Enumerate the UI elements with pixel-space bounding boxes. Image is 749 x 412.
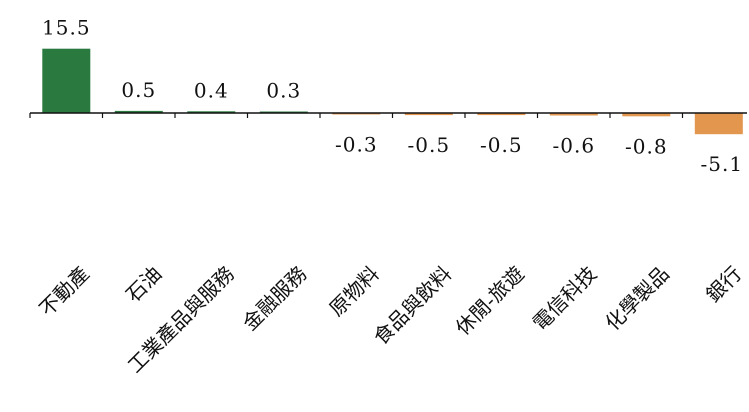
data-label: -0.5: [480, 133, 523, 157]
x-tick-label: 銀行: [701, 262, 746, 307]
x-tick-label: 電信科技: [528, 262, 602, 336]
x-tick-label: 食品與飲料: [369, 262, 457, 350]
data-label: -0.8: [625, 134, 668, 158]
bar: [694, 113, 743, 135]
data-label: 0.3: [266, 79, 301, 103]
data-label: -0.5: [408, 133, 451, 157]
data-label: 15.5: [42, 16, 91, 40]
x-tick-label: 休閒-旅遊: [451, 262, 529, 340]
data-label: -0.3: [335, 133, 378, 157]
x-tick-label: 金融服務: [238, 262, 312, 336]
bar: [42, 48, 91, 114]
x-tick-label: 石油: [121, 262, 166, 307]
data-label: -5.1: [701, 152, 744, 176]
bar: [187, 111, 236, 113]
x-tick-label: 不動產: [34, 262, 93, 321]
bar: [114, 110, 163, 113]
bar: [549, 113, 598, 116]
bar: [477, 113, 526, 116]
data-label: -0.6: [553, 134, 596, 158]
x-tick-label: 化學製品: [600, 262, 674, 336]
data-label: 0.5: [121, 78, 156, 102]
x-tick-label: 原物料: [324, 262, 383, 321]
bar: [622, 113, 671, 117]
data-label: 0.4: [194, 78, 229, 102]
bar: [404, 113, 453, 116]
